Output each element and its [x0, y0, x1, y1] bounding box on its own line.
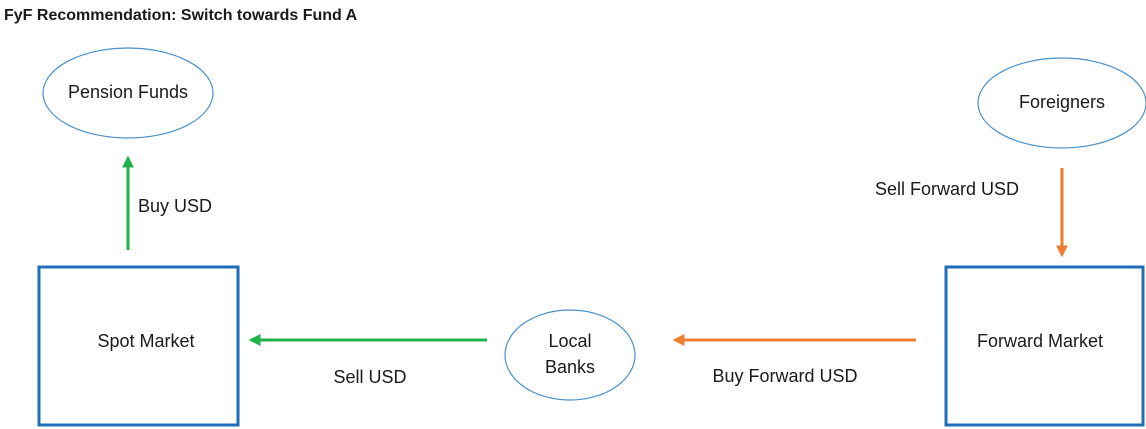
edge-label: Sell USD — [333, 367, 406, 387]
node-label: Spot Market — [97, 331, 194, 351]
node-shape — [504, 309, 636, 401]
title: FyF Recommendation: Switch towards Fund … — [4, 7, 358, 24]
node-label: Forward Market — [977, 331, 1103, 351]
node-shape — [42, 47, 214, 139]
node-label: Local Banks — [544, 331, 596, 377]
node-label: Pension Funds — [68, 82, 188, 102]
edge-label: Buy USD — [138, 196, 212, 216]
edge-label: Sell Forward USD — [875, 179, 1019, 199]
node-shape — [944, 265, 1145, 427]
node-label: Foreigners — [1019, 92, 1105, 112]
node-label-box: Local Banks — [544, 331, 596, 377]
node-shape — [37, 265, 240, 427]
edge-label: Buy Forward USD — [712, 366, 857, 386]
node-shape — [977, 57, 1146, 149]
